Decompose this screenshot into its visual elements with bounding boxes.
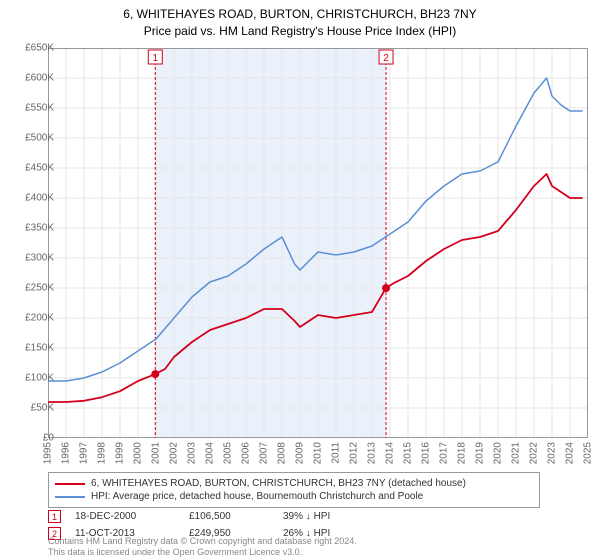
x-tick-label: 2025 [583, 442, 594, 464]
legend-label-hpi: HPI: Average price, detached house, Bour… [91, 491, 423, 502]
legend-label-property: 6, WHITEHAYES ROAD, BURTON, CHRISTCHURCH… [91, 478, 466, 489]
x-tick-label: 2023 [547, 442, 558, 464]
x-tick-label: 1999 [115, 442, 126, 464]
svg-text:2: 2 [383, 53, 389, 64]
x-tick-label: 2008 [277, 442, 288, 464]
sale-row-1: 1 18-DEC-2000 £106,500 39% ↓ HPI [48, 508, 588, 525]
y-tick-label: £350K [12, 223, 54, 234]
x-tick-label: 2009 [295, 442, 306, 464]
y-tick-label: £150K [12, 343, 54, 354]
y-tick-label: £200K [12, 313, 54, 324]
x-tick-label: 2004 [205, 442, 216, 464]
y-tick-label: £500K [12, 133, 54, 144]
x-tick-label: 2013 [367, 442, 378, 464]
x-tick-label: 2017 [439, 442, 450, 464]
x-tick-label: 2019 [475, 442, 486, 464]
x-tick-label: 1995 [43, 442, 54, 464]
x-tick-label: 2022 [529, 442, 540, 464]
x-tick-label: 2000 [133, 442, 144, 464]
title-line-2: Price paid vs. HM Land Registry's House … [0, 23, 600, 40]
x-tick-label: 2015 [403, 442, 414, 464]
x-tick-label: 2002 [169, 442, 180, 464]
y-tick-label: £250K [12, 283, 54, 294]
x-tick-label: 2012 [349, 442, 360, 464]
y-tick-label: £50K [12, 403, 54, 414]
x-tick-label: 2016 [421, 442, 432, 464]
y-tick-label: £600K [12, 73, 54, 84]
y-tick-label: £300K [12, 253, 54, 264]
x-tick-label: 2010 [313, 442, 324, 464]
x-tick-label: 2024 [565, 442, 576, 464]
x-tick-label: 1996 [61, 442, 72, 464]
attribution-line-2: This data is licensed under the Open Gov… [48, 547, 357, 558]
svg-text:1: 1 [152, 53, 158, 64]
x-tick-label: 2011 [331, 442, 342, 464]
sale-date-1: 18-DEC-2000 [75, 511, 175, 522]
y-tick-label: £650K [12, 43, 54, 54]
attribution: Contains HM Land Registry data © Crown c… [48, 536, 357, 558]
x-tick-label: 2005 [223, 442, 234, 464]
legend-swatch-property [55, 483, 85, 485]
x-tick-label: 2003 [187, 442, 198, 464]
y-tick-label: £400K [12, 193, 54, 204]
legend-row-hpi: HPI: Average price, detached house, Bour… [55, 490, 533, 503]
chart-svg: 12 [48, 48, 588, 438]
y-tick-label: £450K [12, 163, 54, 174]
title-block: 6, WHITEHAYES ROAD, BURTON, CHRISTCHURCH… [0, 0, 600, 40]
legend-box: 6, WHITEHAYES ROAD, BURTON, CHRISTCHURCH… [48, 472, 540, 508]
title-line-1: 6, WHITEHAYES ROAD, BURTON, CHRISTCHURCH… [0, 6, 600, 23]
x-tick-label: 1997 [79, 442, 90, 464]
x-tick-label: 2001 [151, 442, 162, 464]
x-tick-label: 2020 [493, 442, 504, 464]
x-tick-label: 2018 [457, 442, 468, 464]
x-tick-label: 2014 [385, 442, 396, 464]
sale-delta-1: 39% ↓ HPI [283, 511, 363, 522]
y-tick-label: £550K [12, 103, 54, 114]
y-tick-label: £100K [12, 373, 54, 384]
sale-price-1: £106,500 [189, 511, 269, 522]
x-tick-label: 1998 [97, 442, 108, 464]
chart-area: 12 [48, 48, 588, 438]
sale-marker-1-index: 1 [52, 512, 57, 522]
chart-container: 6, WHITEHAYES ROAD, BURTON, CHRISTCHURCH… [0, 0, 600, 560]
x-tick-label: 2021 [511, 442, 522, 464]
attribution-line-1: Contains HM Land Registry data © Crown c… [48, 536, 357, 547]
legend-swatch-hpi [55, 496, 85, 498]
legend-row-property: 6, WHITEHAYES ROAD, BURTON, CHRISTCHURCH… [55, 477, 533, 490]
x-tick-label: 2006 [241, 442, 252, 464]
x-tick-label: 2007 [259, 442, 270, 464]
sale-marker-1: 1 [48, 510, 61, 523]
